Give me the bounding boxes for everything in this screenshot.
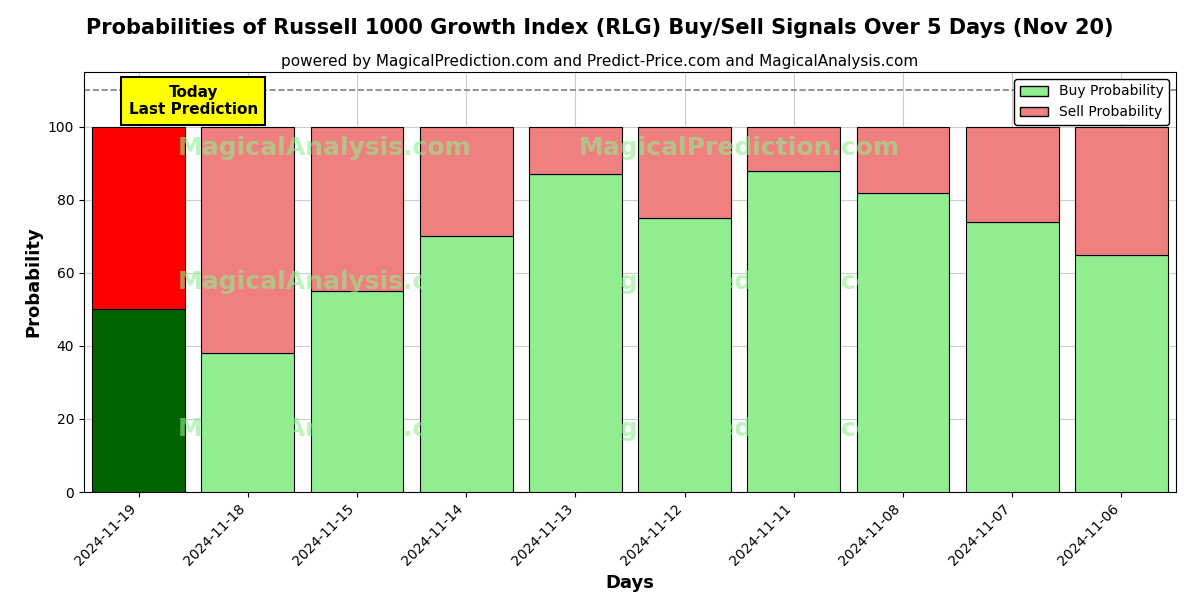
Bar	[311, 127, 403, 291]
Bar	[420, 236, 512, 492]
Bar	[857, 127, 949, 193]
Text: MagicalAnalysis.com: MagicalAnalysis.com	[178, 417, 472, 441]
Bar	[529, 127, 622, 174]
Text: MagicalAnalysis.com: MagicalAnalysis.com	[178, 136, 472, 160]
Bar	[748, 127, 840, 170]
Bar	[529, 174, 622, 492]
Text: MagicalAnalysis.com: MagicalAnalysis.com	[178, 270, 472, 294]
Bar	[638, 218, 731, 492]
Bar	[92, 127, 185, 310]
Bar	[1075, 127, 1168, 254]
Bar	[202, 353, 294, 492]
Bar	[1075, 254, 1168, 492]
Bar	[748, 170, 840, 492]
Bar	[311, 291, 403, 492]
Text: Today
Last Prediction: Today Last Prediction	[128, 85, 258, 118]
Text: MagicalPrediction.com: MagicalPrediction.com	[578, 270, 900, 294]
Bar	[638, 127, 731, 218]
Y-axis label: Probability: Probability	[24, 227, 42, 337]
Text: MagicalPrediction.com: MagicalPrediction.com	[578, 417, 900, 441]
Legend: Buy Probability, Sell Probability: Buy Probability, Sell Probability	[1014, 79, 1169, 125]
Text: Probabilities of Russell 1000 Growth Index (RLG) Buy/Sell Signals Over 5 Days (N: Probabilities of Russell 1000 Growth Ind…	[86, 18, 1114, 38]
Bar	[857, 193, 949, 492]
X-axis label: Days: Days	[606, 574, 654, 592]
Bar	[966, 127, 1058, 222]
Text: MagicalPrediction.com: MagicalPrediction.com	[578, 136, 900, 160]
Bar	[420, 127, 512, 236]
Text: powered by MagicalPrediction.com and Predict-Price.com and MagicalAnalysis.com: powered by MagicalPrediction.com and Pre…	[281, 54, 919, 69]
Bar	[966, 222, 1058, 492]
Bar	[92, 310, 185, 492]
Bar	[202, 127, 294, 353]
